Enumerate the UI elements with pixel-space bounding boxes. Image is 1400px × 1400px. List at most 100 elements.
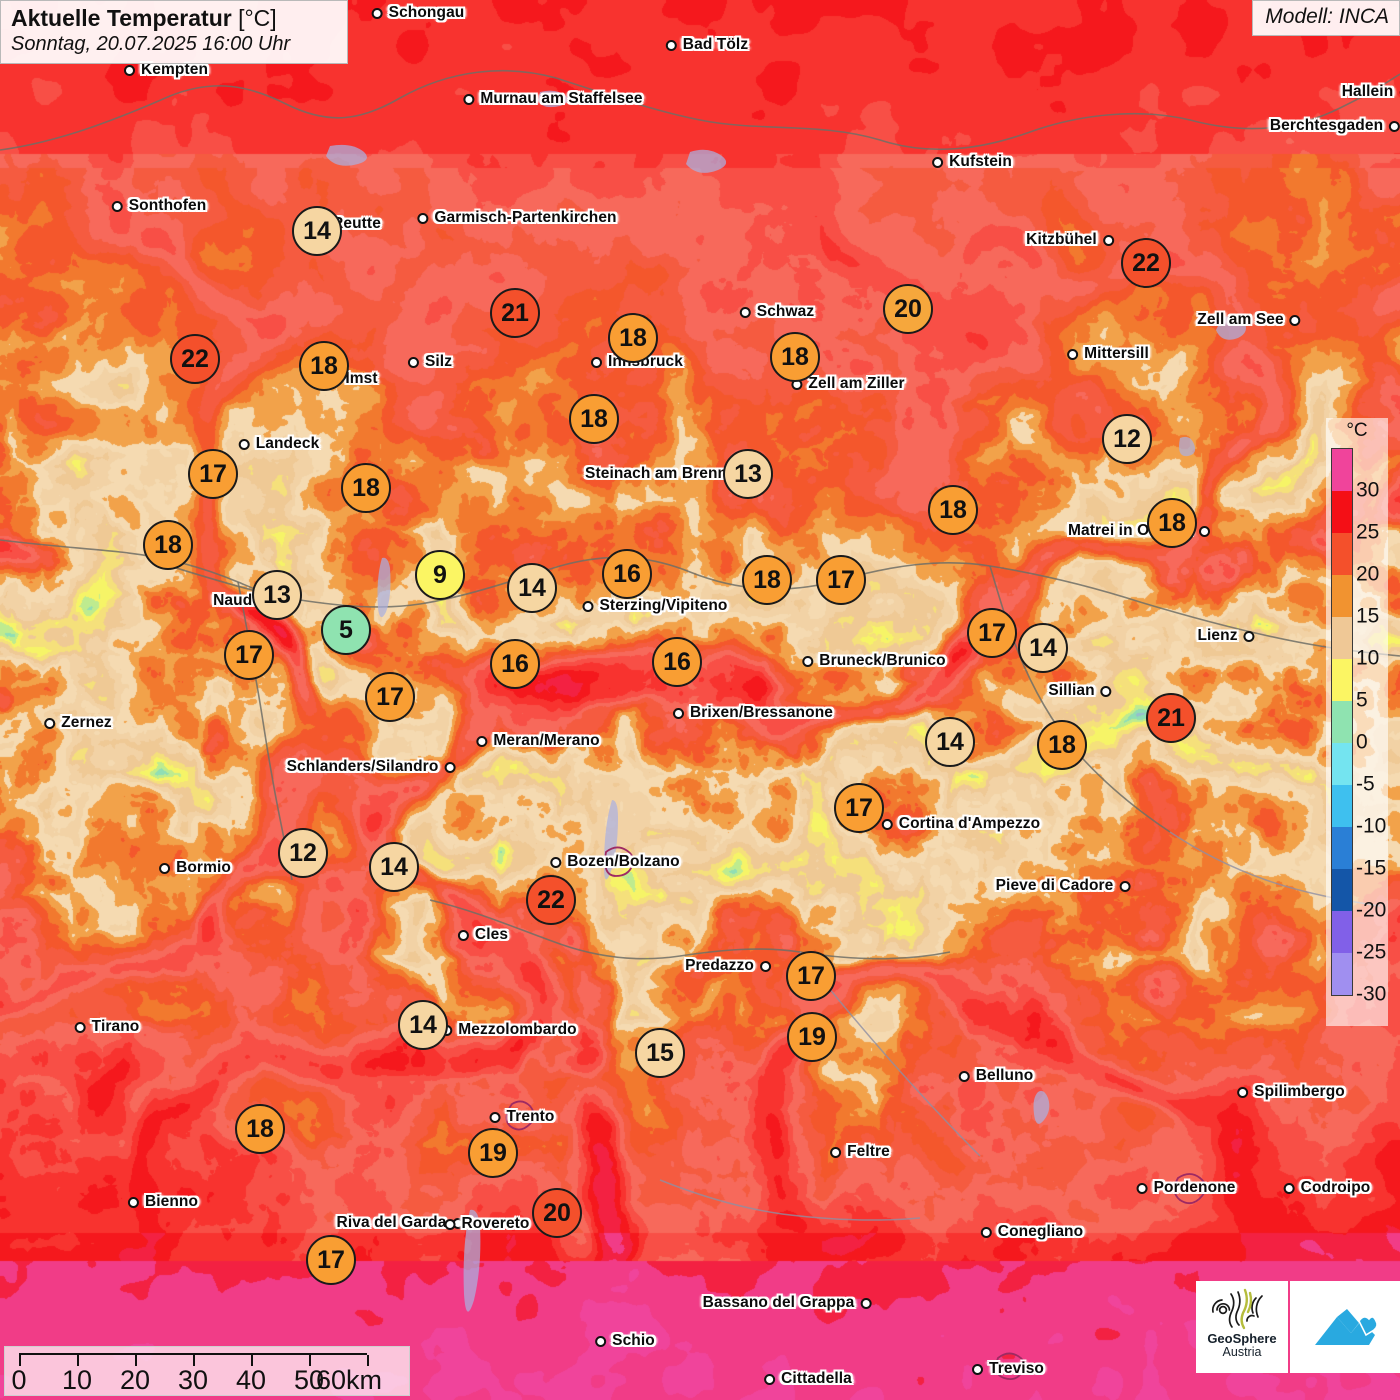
geosphere-mark-icon xyxy=(1211,1288,1263,1330)
legend-tick: 10 xyxy=(1356,646,1380,670)
legend-color-cell xyxy=(1332,953,1352,995)
station-temperature-marker[interactable]: 12 xyxy=(278,828,328,878)
station-temperature-marker[interactable]: 19 xyxy=(468,1128,518,1178)
station-temperature-marker[interactable]: 17 xyxy=(188,449,238,499)
station-temperature-marker[interactable]: 19 xyxy=(787,1012,837,1062)
legend-color-cell xyxy=(1332,491,1352,533)
legend-color-strip xyxy=(1331,448,1353,996)
station-temperature-marker[interactable]: 14 xyxy=(1018,623,1068,673)
scale-bar: 0 10 20 30 40 50 60km xyxy=(4,1346,410,1396)
station-temperature-marker[interactable]: 14 xyxy=(507,563,557,613)
station-temperature-marker[interactable]: 17 xyxy=(224,630,274,680)
station-temperature-marker[interactable]: 18 xyxy=(928,485,978,535)
legend-color-cell xyxy=(1332,575,1352,617)
scale-tick-label: 60km xyxy=(315,1365,383,1395)
station-temperature-marker[interactable]: 13 xyxy=(252,570,302,620)
station-temperature-marker[interactable]: 22 xyxy=(526,875,576,925)
scale-tick-label: 50 xyxy=(293,1365,325,1395)
legend-color-cell xyxy=(1332,911,1352,953)
scale-bar-ruler xyxy=(19,1353,369,1366)
station-temperature-marker[interactable]: 18 xyxy=(143,520,193,570)
legend-tick: 15 xyxy=(1356,604,1380,628)
scale-tick-mark xyxy=(367,1355,369,1366)
station-temperature-marker[interactable]: 18 xyxy=(569,394,619,444)
station-temperature-marker[interactable]: 16 xyxy=(602,549,652,599)
page-title: Aktuelle Temperatur [°C] xyxy=(11,5,333,31)
station-temperature-marker[interactable]: 5 xyxy=(321,605,371,655)
station-temperature-marker[interactable]: 18 xyxy=(742,555,792,605)
legend-tick: 5 xyxy=(1356,688,1368,712)
scale-tick-mark xyxy=(77,1355,79,1366)
station-temperature-marker[interactable]: 17 xyxy=(365,672,415,722)
title-text: Aktuelle Temperatur xyxy=(11,5,232,31)
station-temperature-marker[interactable]: 18 xyxy=(770,332,820,382)
station-temperature-marker[interactable]: 21 xyxy=(1146,693,1196,743)
scale-tick-mark xyxy=(19,1355,21,1366)
station-temperature-marker[interactable]: 22 xyxy=(1121,238,1171,288)
timestamp: Sonntag, 20.07.2025 16:00 Uhr xyxy=(11,33,291,56)
station-temperature-marker[interactable]: 17 xyxy=(834,783,884,833)
station-temperature-marker[interactable]: 14 xyxy=(292,206,342,256)
geosphere-subtitle: Austria xyxy=(1222,1344,1262,1359)
legend-tick: 25 xyxy=(1356,520,1380,544)
station-temperature-marker[interactable]: 22 xyxy=(170,334,220,384)
station-temperature-marker[interactable]: 16 xyxy=(652,637,702,687)
station-temperature-marker[interactable]: 18 xyxy=(235,1104,285,1154)
scale-tick-label: 0 xyxy=(11,1365,27,1395)
legend-tick: 0 xyxy=(1356,730,1368,754)
station-temperature-marker[interactable]: 12 xyxy=(1102,414,1152,464)
station-temperature-marker[interactable]: 20 xyxy=(883,284,933,334)
legend-unit-label: °C xyxy=(1346,420,1368,441)
legend-color-cell xyxy=(1332,701,1352,743)
legend-color-cell xyxy=(1332,869,1352,911)
station-temperature-marker[interactable]: 18 xyxy=(341,463,391,513)
station-temperature-marker[interactable]: 15 xyxy=(635,1028,685,1078)
legend-color-cell xyxy=(1332,827,1352,869)
station-temperature-marker[interactable]: 18 xyxy=(1037,720,1087,770)
station-temperature-marker[interactable]: 13 xyxy=(723,449,773,499)
partner-logo[interactable] xyxy=(1290,1281,1400,1373)
scale-tick-label: 30 xyxy=(177,1365,209,1395)
station-temperature-marker[interactable]: 21 xyxy=(490,288,540,338)
station-temperature-marker[interactable]: 14 xyxy=(398,1000,448,1050)
mountain-logo-icon xyxy=(1315,1309,1378,1345)
legend-color-cell xyxy=(1332,617,1352,659)
legend-tick: 20 xyxy=(1356,562,1380,586)
station-temperature-marker[interactable]: 17 xyxy=(967,608,1017,658)
legend-tick: -5 xyxy=(1356,772,1375,796)
scale-tick-mark xyxy=(251,1355,253,1366)
geosphere-logo[interactable]: GeoSphere Austria xyxy=(1196,1281,1288,1373)
title-box: Aktuelle Temperatur [°C] Sonntag, 20.07.… xyxy=(0,0,348,65)
legend-color-cell xyxy=(1332,785,1352,827)
legend-tick: -25 xyxy=(1356,940,1387,964)
station-temperature-marker[interactable]: 17 xyxy=(786,951,836,1001)
station-temperature-marker[interactable]: 17 xyxy=(306,1235,356,1285)
legend-tick: 30 xyxy=(1356,478,1380,502)
station-temperature-marker[interactable]: 18 xyxy=(1147,498,1197,548)
legend-color-cell xyxy=(1332,659,1352,701)
scale-tick-label: 10 xyxy=(61,1365,93,1395)
station-temperature-marker[interactable]: 9 xyxy=(415,550,465,600)
legend-tick: -10 xyxy=(1356,814,1387,838)
station-temperature-marker[interactable]: 14 xyxy=(925,717,975,767)
scale-tick-mark xyxy=(193,1355,195,1366)
scale-tick-mark xyxy=(135,1355,137,1366)
station-temperature-marker[interactable]: 16 xyxy=(490,639,540,689)
station-temperature-marker[interactable]: 20 xyxy=(532,1188,582,1238)
legend-color-cell xyxy=(1332,533,1352,575)
legend-color-cell xyxy=(1332,743,1352,785)
station-temperature-marker[interactable]: 17 xyxy=(816,555,866,605)
station-temperature-marker[interactable]: 14 xyxy=(369,842,419,892)
scale-tick-mark xyxy=(309,1355,311,1366)
model-badge: Modell: INCA xyxy=(1252,0,1400,36)
temperature-legend: °C 30 25 20 15 10 5 0 -5 -10 -15 -20 -25 -30 xyxy=(1326,418,1388,1026)
scale-tick-label: 40 xyxy=(235,1365,267,1395)
station-temperature-marker[interactable]: 18 xyxy=(608,313,658,363)
legend-tick: -20 xyxy=(1356,898,1387,922)
geosphere-name: GeoSphere xyxy=(1207,1331,1277,1346)
scale-tick-label: 20 xyxy=(119,1365,151,1395)
station-temperature-marker[interactable]: 18 xyxy=(299,341,349,391)
legend-tick: -30 xyxy=(1356,982,1387,1006)
